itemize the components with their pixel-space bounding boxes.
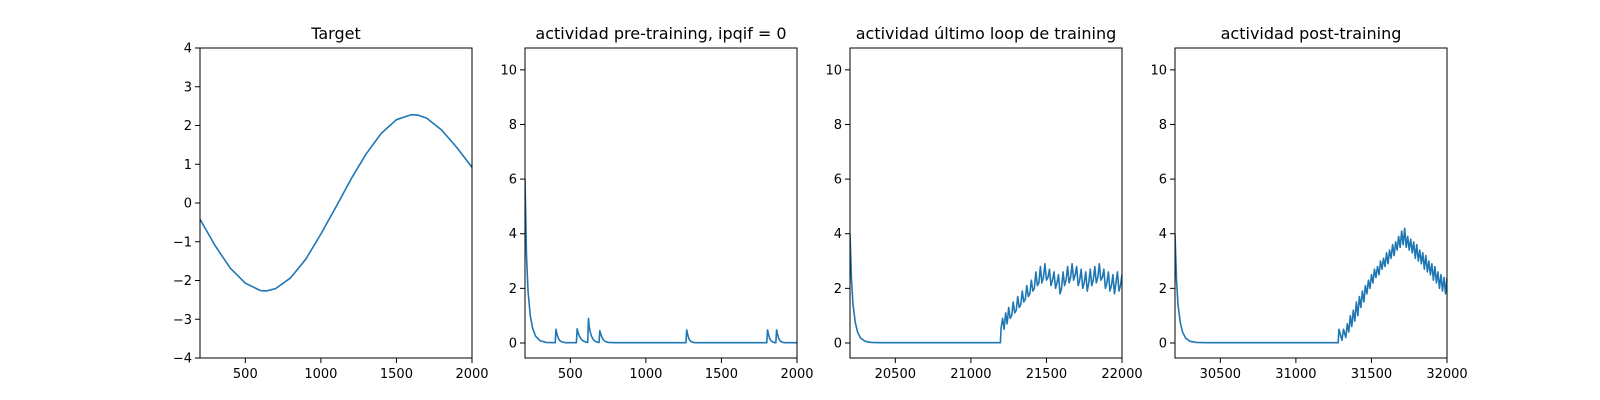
y-tick-label: 4 — [1159, 227, 1167, 242]
y-tick-label: 2 — [1159, 282, 1167, 297]
chart-panel-1: Target 500 1000 1500 2000 −4 −3 −2 −1 0 1 2 3 4 — [173, 24, 489, 382]
y-tick-label: −3 — [173, 313, 192, 328]
x-tick-label: 31500 — [1351, 367, 1392, 382]
chart-panel-4: actividad post-training 30500 31000 31500 32… — [1150, 24, 1467, 382]
y-tick-label: 10 — [1150, 63, 1167, 78]
x-tick-label: 500 — [558, 367, 583, 382]
y-tick-label: 4 — [184, 42, 192, 57]
y-tick-label: 10 — [825, 63, 842, 78]
x-tick-label: 30500 — [1200, 367, 1241, 382]
x-tick-label: 32000 — [1426, 367, 1467, 382]
y-tick-label: 0 — [1159, 336, 1167, 351]
x-tick-label: 1000 — [304, 367, 337, 382]
y-tick-label: 0 — [184, 197, 192, 212]
x-tick-label: 31000 — [1275, 367, 1316, 382]
y-tick-label: 2 — [509, 282, 517, 297]
x-tick-label: 21500 — [1026, 367, 1067, 382]
x-tick-label: 21000 — [950, 367, 991, 382]
x-tick-label: 1500 — [380, 367, 413, 382]
y-tick-label: 6 — [834, 173, 842, 188]
y-tick-label: −4 — [173, 352, 192, 367]
chart-title: actividad pre-training, ipqif = 0 — [535, 24, 786, 43]
y-tick-label: 10 — [500, 63, 517, 78]
y-tick-label: 4 — [834, 227, 842, 242]
chart-title: Target — [310, 24, 361, 43]
series-line — [200, 113, 472, 292]
chart-title: actividad último loop de training — [856, 24, 1117, 43]
y-tick-label: 8 — [1159, 118, 1167, 133]
x-tick-label: 2000 — [455, 367, 488, 382]
y-tick-label: 8 — [509, 118, 517, 133]
x-tick-label: 20500 — [875, 367, 916, 382]
x-tick-label: 500 — [233, 367, 258, 382]
series-line — [850, 233, 1122, 344]
y-tick-label: 6 — [509, 173, 517, 188]
y-tick-label: 3 — [184, 80, 192, 95]
x-tick-label: 1000 — [629, 367, 662, 382]
axes-frame — [849, 47, 1123, 359]
y-tick-label: 8 — [834, 118, 842, 133]
x-tick-label: 1500 — [705, 367, 738, 382]
axes-frame — [1174, 47, 1448, 359]
x-tick-label: 22000 — [1101, 367, 1142, 382]
chart-title: actividad post-training — [1221, 24, 1402, 43]
y-tick-label: 1 — [184, 158, 192, 173]
y-tick-label: 2 — [834, 282, 842, 297]
y-tick-label: 0 — [834, 336, 842, 351]
axes-frame — [524, 47, 798, 359]
y-tick-label: 0 — [509, 336, 517, 351]
axes-frame — [199, 47, 473, 359]
chart-panel-2: actividad pre-training, ipqif = 0 500 1000… — [500, 24, 813, 382]
y-tick-label: 4 — [509, 227, 517, 242]
y-tick-label: −2 — [173, 274, 192, 289]
y-tick-label: 2 — [184, 119, 192, 134]
series-line — [525, 179, 797, 344]
series-line — [1175, 227, 1447, 344]
x-tick-label: 2000 — [780, 367, 813, 382]
y-tick-label: 6 — [1159, 173, 1167, 188]
y-tick-label: −1 — [173, 235, 192, 250]
